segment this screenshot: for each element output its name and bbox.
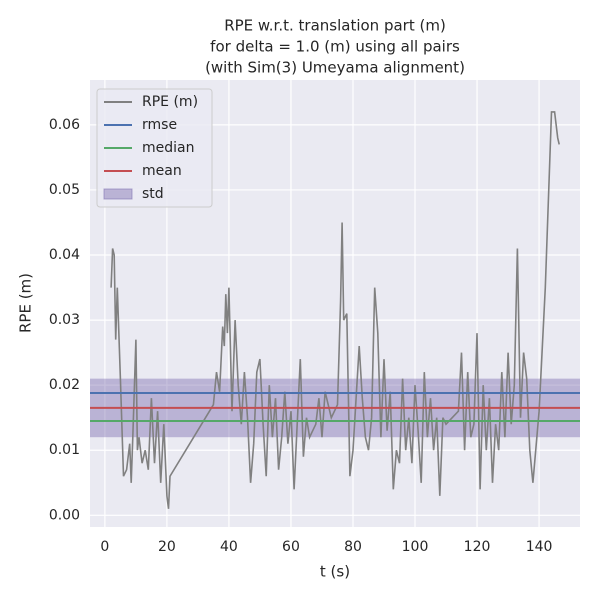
x-tick-label: 60 xyxy=(282,539,300,555)
legend-swatch xyxy=(103,188,133,200)
y-axis-label: RPE (m) xyxy=(17,273,35,333)
legend-label: median xyxy=(142,140,194,156)
y-tick-label: 0.05 xyxy=(49,182,80,198)
y-tick-label: 0.06 xyxy=(49,117,80,133)
legend-label: rmse xyxy=(142,117,177,133)
legend-label: RPE (m) xyxy=(142,94,198,110)
y-tick-label: 0.03 xyxy=(49,312,80,328)
x-tick-label: 40 xyxy=(220,539,238,555)
x-tick-label: 80 xyxy=(344,539,362,555)
chart-title: (with Sim(3) Umeyama alignment) xyxy=(205,59,465,77)
y-tick-label: 0.02 xyxy=(49,377,80,393)
x-axis-label: t (s) xyxy=(320,563,350,581)
chart-title: RPE w.r.t. translation part (m) xyxy=(224,17,446,35)
y-tick-label: 0.00 xyxy=(49,507,80,523)
x-tick-label: 0 xyxy=(100,539,109,555)
x-tick-label: 100 xyxy=(402,539,429,555)
y-tick-label: 0.04 xyxy=(49,247,80,263)
y-tick-label: 0.01 xyxy=(49,442,80,458)
chart-title: for delta = 1.0 (m) using all pairs xyxy=(210,38,460,56)
x-tick-label: 140 xyxy=(526,539,553,555)
legend-label: std xyxy=(142,186,164,202)
legend-box xyxy=(96,88,213,208)
x-tick-label: 120 xyxy=(464,539,491,555)
x-tick-label: 20 xyxy=(158,539,176,555)
rpe-line xyxy=(110,111,560,509)
legend-label: mean xyxy=(142,163,182,179)
